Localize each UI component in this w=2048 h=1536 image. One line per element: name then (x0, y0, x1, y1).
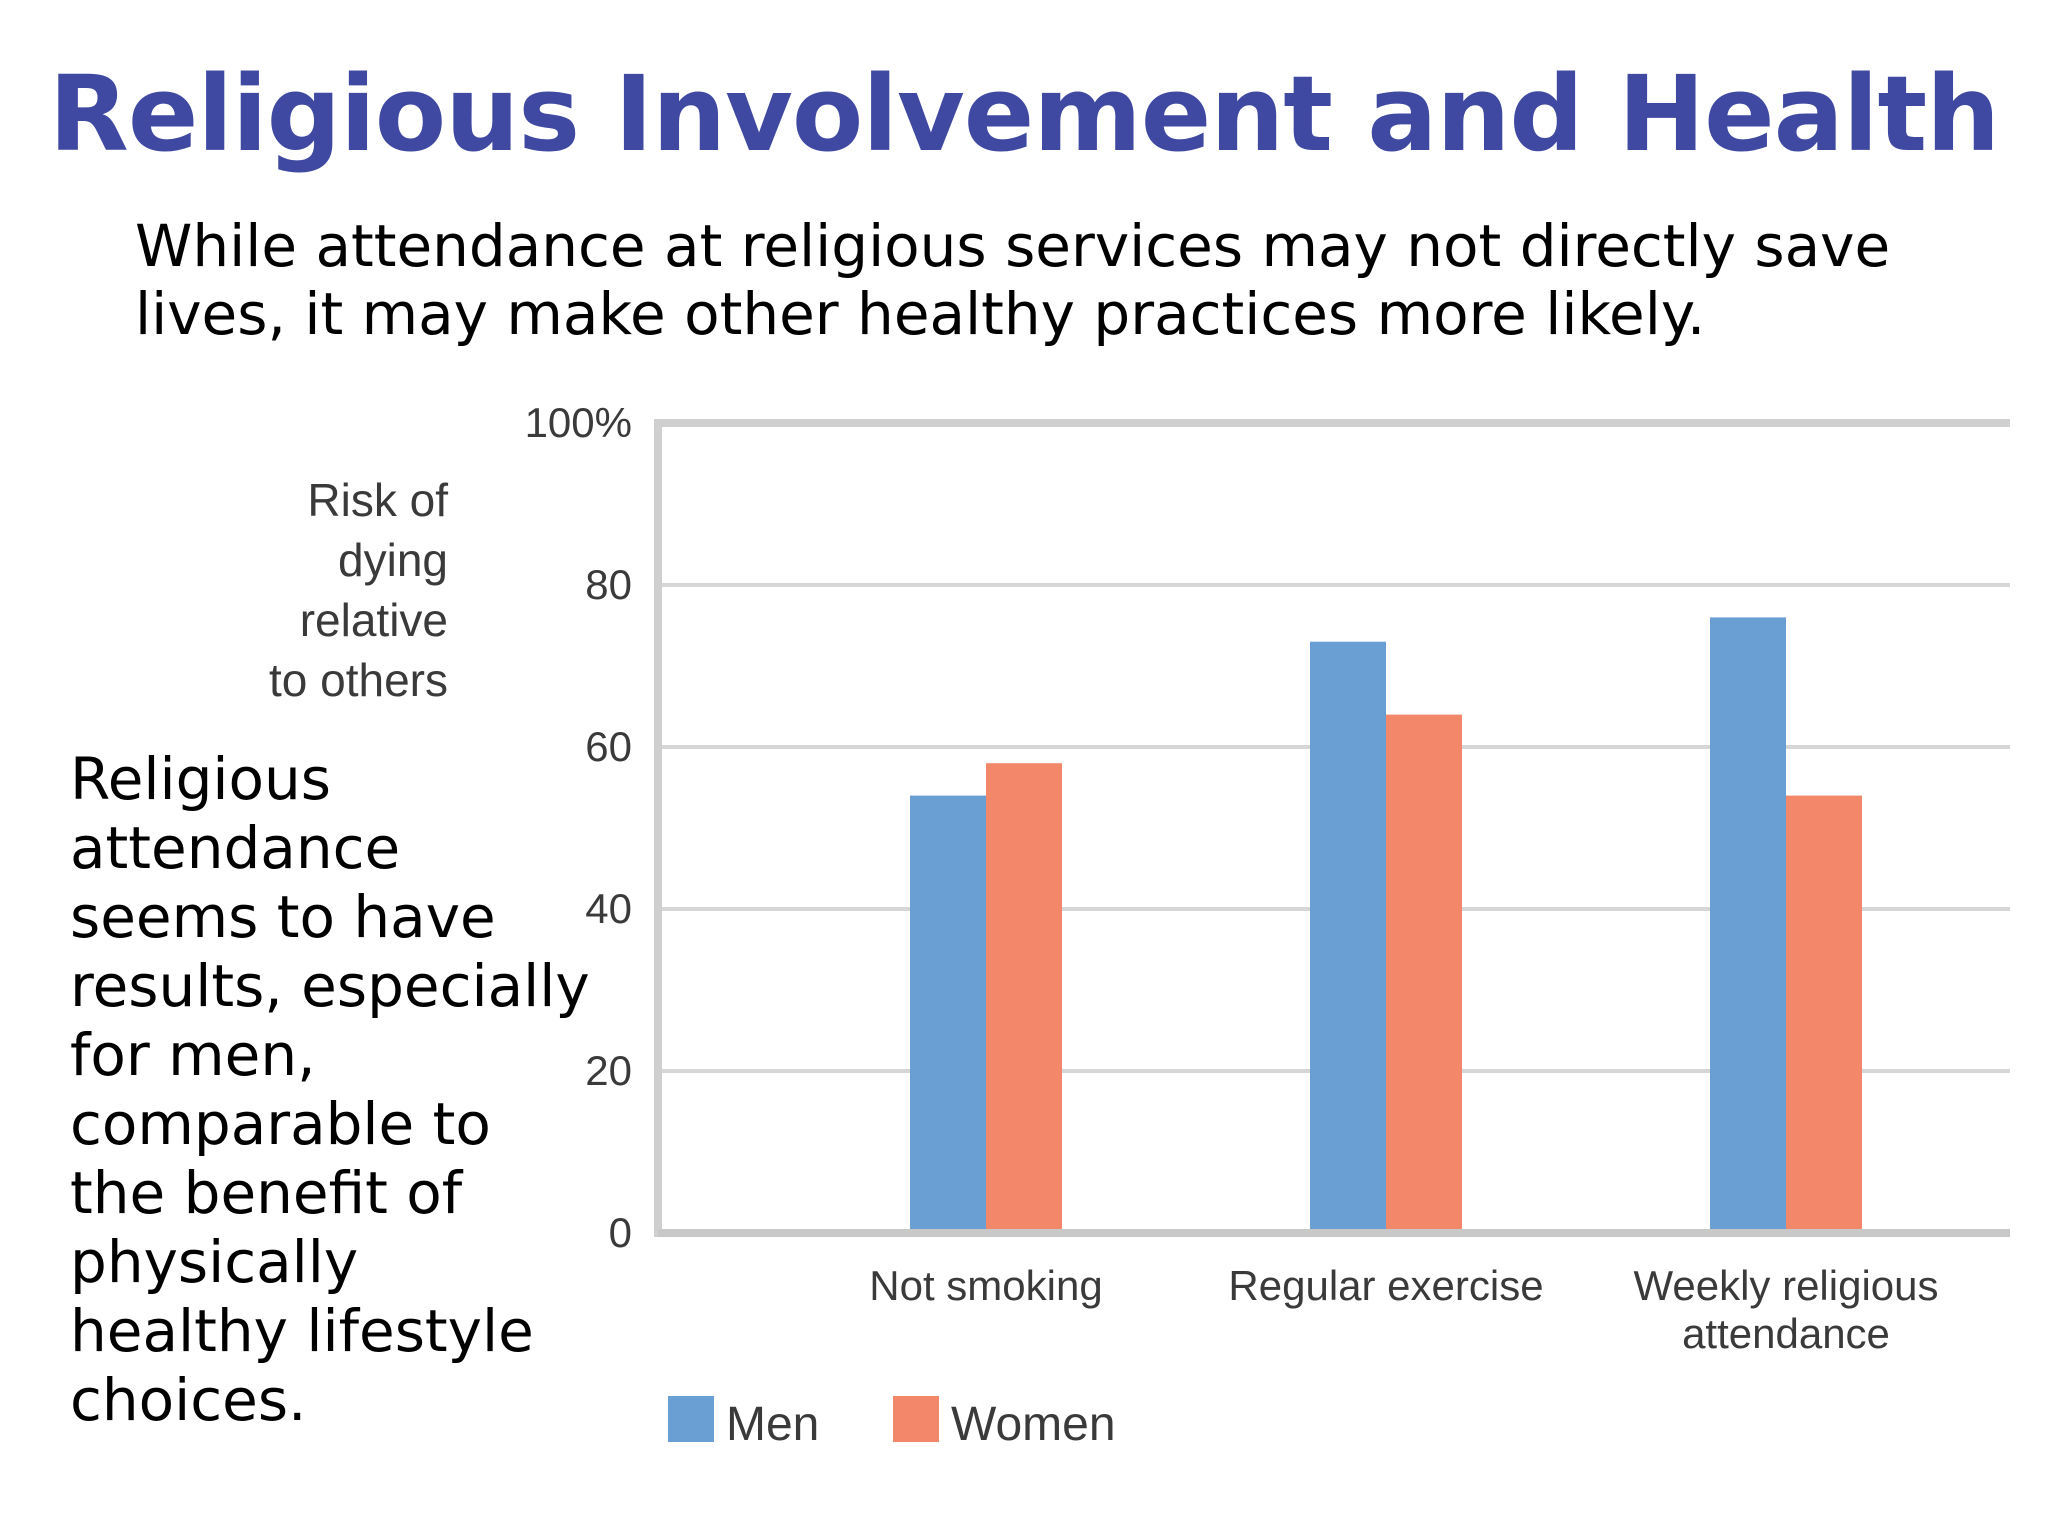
y-tick-label: 100% (525, 399, 632, 446)
bar-women-2 (1786, 795, 1862, 1229)
category-label: Not smoking (869, 1262, 1102, 1309)
y-axis-title-line: to others (269, 654, 448, 706)
legend: Men Women (668, 1396, 1116, 1451)
bar-women-1 (1386, 714, 1462, 1229)
y-tick-label: 40 (585, 885, 632, 932)
bar-women-0 (986, 763, 1062, 1229)
axes (654, 419, 2010, 1237)
y-axis-title: Risk of dying relative to others (200, 470, 448, 710)
side-text: Religious attendance seems to have resul… (70, 745, 590, 1434)
y-tick-labels: 0 20 40 60 80 100% (525, 399, 632, 1256)
y-axis-title-line: relative (299, 594, 448, 646)
slide-subtitle: While attendance at religious services m… (135, 212, 1891, 348)
category-label: Regular exercise (1228, 1262, 1543, 1309)
legend-label-men: Men (726, 1398, 819, 1451)
y-tick-label: 80 (585, 561, 632, 608)
category-label: attendance (1682, 1310, 1890, 1357)
bar-men-2 (1710, 617, 1786, 1229)
y-axis-title-line: Risk of (307, 474, 448, 526)
category-labels: Not smoking Regular exercise Weekly religi… (869, 1262, 1938, 1357)
bars (910, 617, 1862, 1229)
bar-men-0 (910, 795, 986, 1229)
y-tick-label: 0 (609, 1209, 632, 1256)
legend-label-women: Women (951, 1398, 1116, 1451)
legend-swatch-women (893, 1396, 939, 1442)
y-axis-title-line: dying (338, 534, 448, 586)
y-tick-label: 20 (585, 1047, 632, 1094)
legend-swatch-men (668, 1396, 714, 1442)
category-label: Weekly religious (1633, 1262, 1938, 1309)
y-tick-label: 60 (585, 723, 632, 770)
slide-title: Religious Involvement and Health (48, 53, 2000, 175)
bar-men-1 (1310, 641, 1386, 1229)
